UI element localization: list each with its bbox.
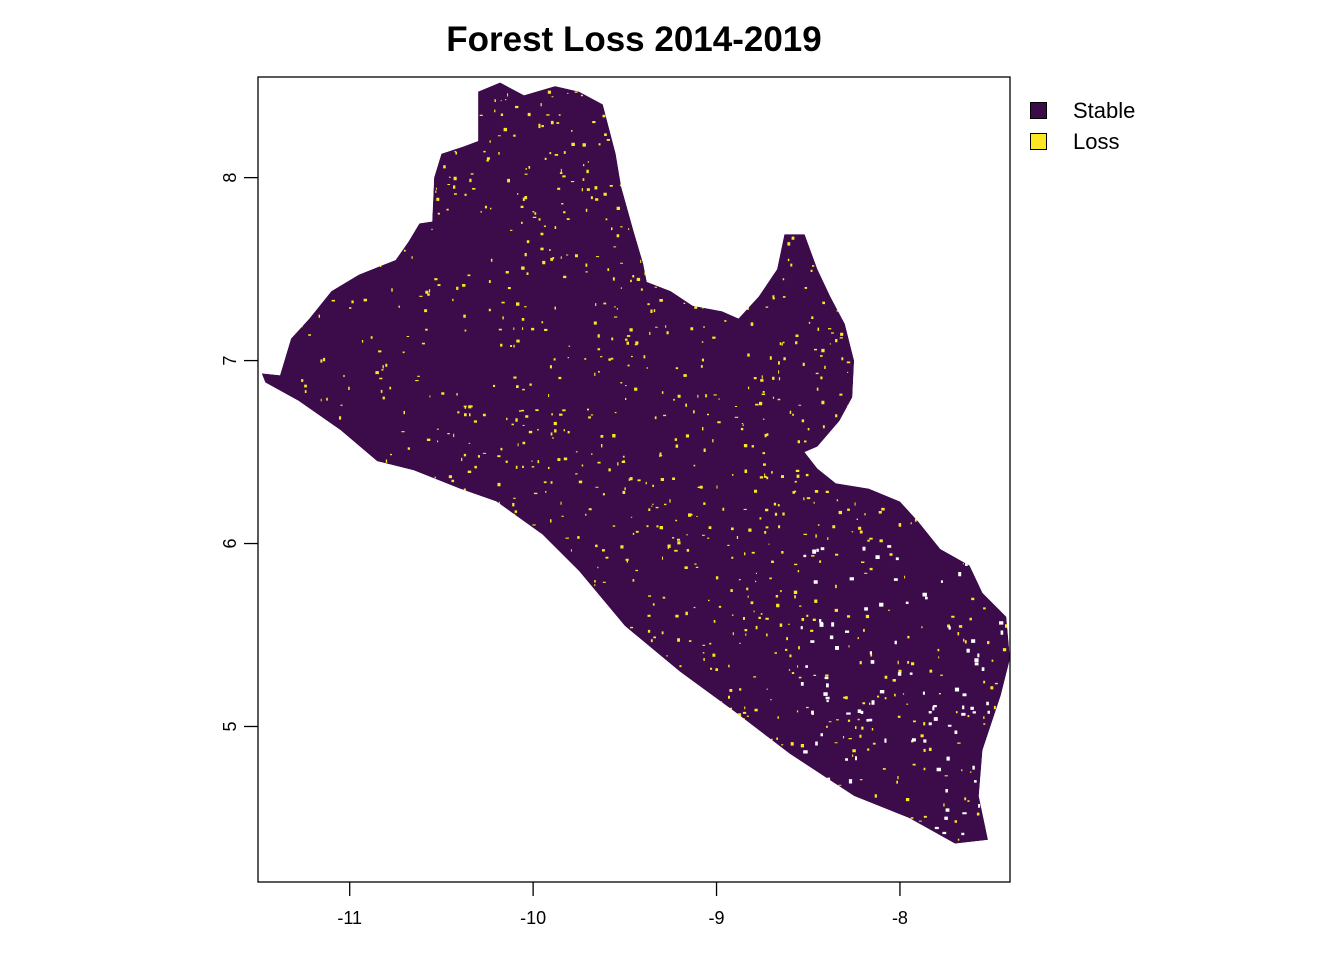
x-tick-label: -9 (709, 908, 725, 928)
raster-layer (261, 82, 1010, 844)
legend-item-stable: Stable (1030, 95, 1135, 126)
legend-swatch-stable (1030, 102, 1047, 119)
x-axis: -11 -10 -9 -8 (337, 882, 908, 928)
legend-swatch-loss (1030, 133, 1047, 150)
legend-label-stable: Stable (1073, 97, 1136, 123)
y-tick-label: 6 (220, 539, 240, 549)
y-axis: 5 6 7 8 (220, 173, 258, 731)
y-tick-label: 5 (220, 721, 240, 731)
x-tick-label: -10 (520, 908, 546, 928)
legend-item-loss: Loss (1030, 126, 1135, 157)
plot-frame (257, 76, 1011, 883)
legend: Stable Loss (1030, 95, 1135, 157)
map-title: Forest Loss 2014-2019 (446, 20, 822, 59)
legend-label-loss: Loss (1073, 128, 1120, 154)
x-tick-label: -11 (337, 908, 362, 928)
y-tick-label: 8 (220, 173, 240, 183)
stable-area (261, 82, 1010, 844)
x-tick-label: -8 (892, 908, 908, 928)
y-tick-label: 7 (220, 356, 240, 366)
